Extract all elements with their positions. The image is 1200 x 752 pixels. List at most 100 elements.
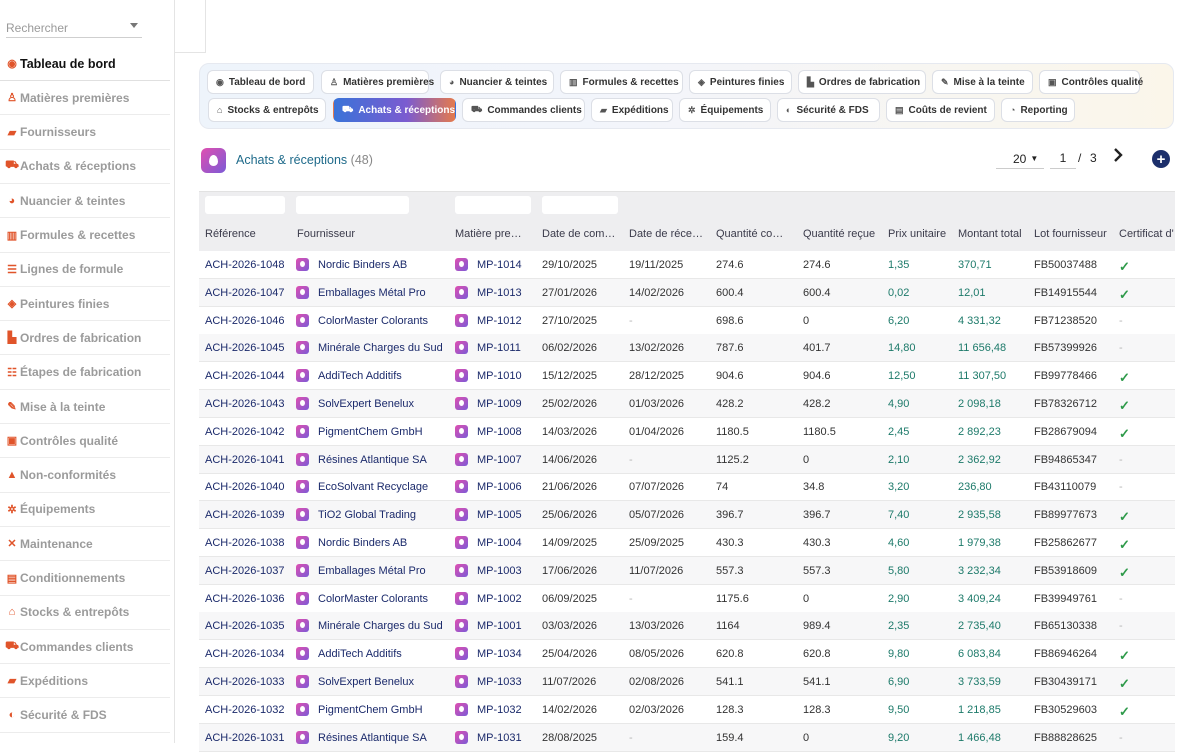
sidebar-item[interactable]: ◈ Peintures finies — [0, 287, 170, 322]
nav-tab[interactable]: ⌂ Stocks & entrepôts — [208, 98, 326, 122]
nav-tab[interactable]: ◕ Nuancier & teintes — [440, 70, 554, 94]
nav-tab[interactable]: ◈ Peintures finies — [689, 70, 792, 94]
nav-tab[interactable]: ⛟ Achats & réceptions — [333, 98, 456, 122]
material-cell[interactable]: MP-1001 — [477, 620, 522, 633]
nav-tab[interactable]: ▥ Formules & recettes — [560, 70, 683, 94]
column-filter-input[interactable] — [205, 196, 285, 214]
column-header[interactable]: Quantité reçue — [803, 228, 876, 240]
supplier-cell[interactable]: TiO2 Global Trading — [318, 509, 417, 522]
material-cell[interactable]: MP-1004 — [477, 537, 522, 549]
table-row[interactable]: ACH-2026-1034 AddiTech Additifs MP-1034 25/… — [199, 640, 1175, 669]
sidebar-item[interactable]: ▤ Conditionnements — [0, 562, 170, 596]
sidebar-item[interactable]: ◉ Tableau de bord — [0, 47, 170, 81]
supplier-cell[interactable]: Minérale Charges du Sud — [318, 342, 443, 355]
table-row[interactable]: ACH-2026-1046 ColorMaster Colorants MP-101… — [199, 307, 1175, 335]
table-row[interactable]: ACH-2026-1035 Minérale Charges du Sud MP-1… — [199, 612, 1175, 641]
material-cell[interactable]: MP-1033 — [477, 676, 522, 688]
column-filter-input[interactable] — [455, 196, 531, 214]
chevron-right-icon[interactable] — [1113, 148, 1123, 165]
nav-tab[interactable]: ✎ Mise à la teinte — [932, 70, 1033, 94]
column-header[interactable]: Matière pre… — [455, 228, 522, 240]
material-cell[interactable]: MP-1032 — [477, 703, 522, 716]
reference-cell[interactable]: ACH-2026-1031 — [205, 731, 285, 744]
reference-cell[interactable]: ACH-2026-1044 — [205, 370, 285, 383]
table-row[interactable]: ACH-2026-1033 SolvExpert Benelux MP-1033 11… — [199, 668, 1175, 696]
sidebar-item[interactable]: ▙ Ordres de fabrication — [0, 321, 170, 356]
supplier-cell[interactable]: PigmentChem GmbH — [318, 425, 423, 438]
table-row[interactable]: ACH-2026-1032 PigmentChem GmbH MP-1032 14/0… — [199, 696, 1175, 724]
supplier-cell[interactable]: SolvExpert Benelux — [318, 676, 414, 688]
sidebar-item[interactable]: ✕ Maintenance — [0, 527, 170, 562]
sidebar-item[interactable]: ☰ Lignes de formule — [0, 253, 170, 287]
reference-cell[interactable]: ACH-2026-1043 — [205, 398, 285, 410]
reference-cell[interactable]: ACH-2026-1033 — [205, 676, 285, 688]
reference-cell[interactable]: ACH-2026-1032 — [205, 703, 285, 716]
column-header[interactable]: Prix unitaire — [888, 228, 947, 240]
supplier-cell[interactable]: SolvExpert Benelux — [318, 398, 414, 410]
supplier-cell[interactable]: Nordic Binders AB — [318, 537, 408, 549]
table-row[interactable]: ACH-2026-1038 Nordic Binders AB MP-1004 14/… — [199, 529, 1175, 557]
nav-tab[interactable]: ◐ Sécurité & FDS — [777, 98, 880, 122]
nav-tab[interactable]: ♙ Matières premières — [321, 70, 434, 94]
supplier-cell[interactable]: PigmentChem GmbH — [318, 703, 423, 716]
plus-icon[interactable]: + — [1152, 150, 1170, 168]
table-row[interactable]: ACH-2026-1044 AddiTech Additifs MP-1010 15/… — [199, 362, 1175, 391]
material-cell[interactable]: MP-1010 — [477, 370, 522, 383]
supplier-cell[interactable]: Emballages Métal Pro — [318, 564, 426, 577]
nav-tab[interactable]: ▤ Coûts de revient — [886, 98, 995, 122]
material-cell[interactable]: MP-1009 — [477, 398, 522, 410]
reference-cell[interactable]: ACH-2026-1034 — [205, 648, 285, 661]
supplier-cell[interactable]: AddiTech Additifs — [318, 648, 402, 661]
nav-tab[interactable]: ✲ Équipements — [679, 98, 771, 122]
material-cell[interactable]: MP-1031 — [477, 731, 522, 744]
reference-cell[interactable]: ACH-2026-1036 — [205, 592, 285, 605]
supplier-cell[interactable]: Emballages Métal Pro — [318, 286, 426, 299]
sidebar-item[interactable]: ◕ Nuancier & teintes — [0, 184, 170, 219]
supplier-cell[interactable]: Nordic Binders AB — [318, 259, 408, 271]
reference-cell[interactable]: ACH-2026-1045 — [205, 342, 285, 355]
current-page-input[interactable]: 1 — [1050, 149, 1076, 169]
table-row[interactable]: ACH-2026-1031 Résines Atlantique SA MP-103… — [199, 723, 1175, 752]
material-cell[interactable]: MP-1034 — [477, 648, 522, 661]
sidebar-item[interactable]: ◐ Sécurité & FDS — [0, 699, 170, 733]
table-row[interactable]: ACH-2026-1041 Résines Atlantique SA MP-100… — [199, 445, 1175, 474]
chevron-down-icon[interactable] — [130, 23, 138, 28]
column-header[interactable]: Fournisseur — [297, 228, 356, 240]
material-cell[interactable]: MP-1014 — [477, 259, 522, 271]
material-cell[interactable]: MP-1011 — [477, 342, 521, 355]
material-cell[interactable]: MP-1008 — [477, 425, 522, 438]
table-row[interactable]: ACH-2026-1036 ColorMaster Colorants MP-100… — [199, 585, 1175, 613]
table-row[interactable]: ACH-2026-1047 Emballages Métal Pro MP-1013… — [199, 278, 1175, 307]
supplier-cell[interactable]: ColorMaster Colorants — [318, 592, 429, 605]
table-row[interactable]: ACH-2026-1043 SolvExpert Benelux MP-1009 25… — [199, 390, 1175, 418]
table-row[interactable]: ACH-2026-1045 Minérale Charges du Sud MP-1… — [199, 334, 1175, 363]
sidebar-item[interactable]: ▰ Fournisseurs — [0, 116, 170, 150]
material-cell[interactable]: MP-1005 — [477, 509, 522, 522]
material-cell[interactable]: MP-1002 — [477, 592, 522, 605]
table-row[interactable]: ACH-2026-1040 EcoSolvant Recyclage MP-1006… — [199, 473, 1175, 502]
column-header[interactable]: Date de réce… — [629, 228, 703, 240]
nav-tab[interactable]: ⛟ Commandes clients — [462, 98, 585, 122]
table-row[interactable]: ACH-2026-1042 PigmentChem GmbH MP-1008 14/0… — [199, 418, 1175, 446]
nav-tab[interactable]: ▙ Ordres de fabrication — [798, 70, 926, 94]
column-header[interactable]: Montant total — [958, 228, 1022, 240]
reference-cell[interactable]: ACH-2026-1048 — [205, 259, 285, 271]
reference-cell[interactable]: ACH-2026-1035 — [205, 620, 285, 633]
column-header[interactable]: Date de com… — [542, 228, 616, 240]
page-size-select[interactable]: 20 ▼ — [996, 149, 1044, 169]
reference-cell[interactable]: ACH-2026-1041 — [205, 453, 285, 466]
sidebar-item[interactable]: ✎ Mise à la teinte — [0, 390, 170, 424]
nav-tab[interactable]: ◔ Reporting — [1001, 98, 1075, 122]
reference-cell[interactable]: ACH-2026-1046 — [205, 314, 285, 327]
sidebar-item[interactable]: ☷ Étapes de fabrication — [0, 356, 170, 390]
reference-cell[interactable]: ACH-2026-1047 — [205, 286, 285, 299]
sidebar-item[interactable]: ▥ Formules & recettes — [0, 219, 170, 253]
material-cell[interactable]: MP-1003 — [477, 564, 522, 577]
reference-cell[interactable]: ACH-2026-1042 — [205, 425, 285, 438]
nav-tab[interactable]: ▣ Contrôles qualité — [1039, 70, 1143, 94]
supplier-cell[interactable]: Résines Atlantique SA — [318, 453, 427, 466]
supplier-cell[interactable]: Résines Atlantique SA — [318, 731, 427, 744]
reference-cell[interactable]: ACH-2026-1038 — [205, 537, 285, 549]
reference-cell[interactable]: ACH-2026-1039 — [205, 509, 285, 522]
column-header[interactable]: Certificat d' — [1119, 228, 1174, 240]
